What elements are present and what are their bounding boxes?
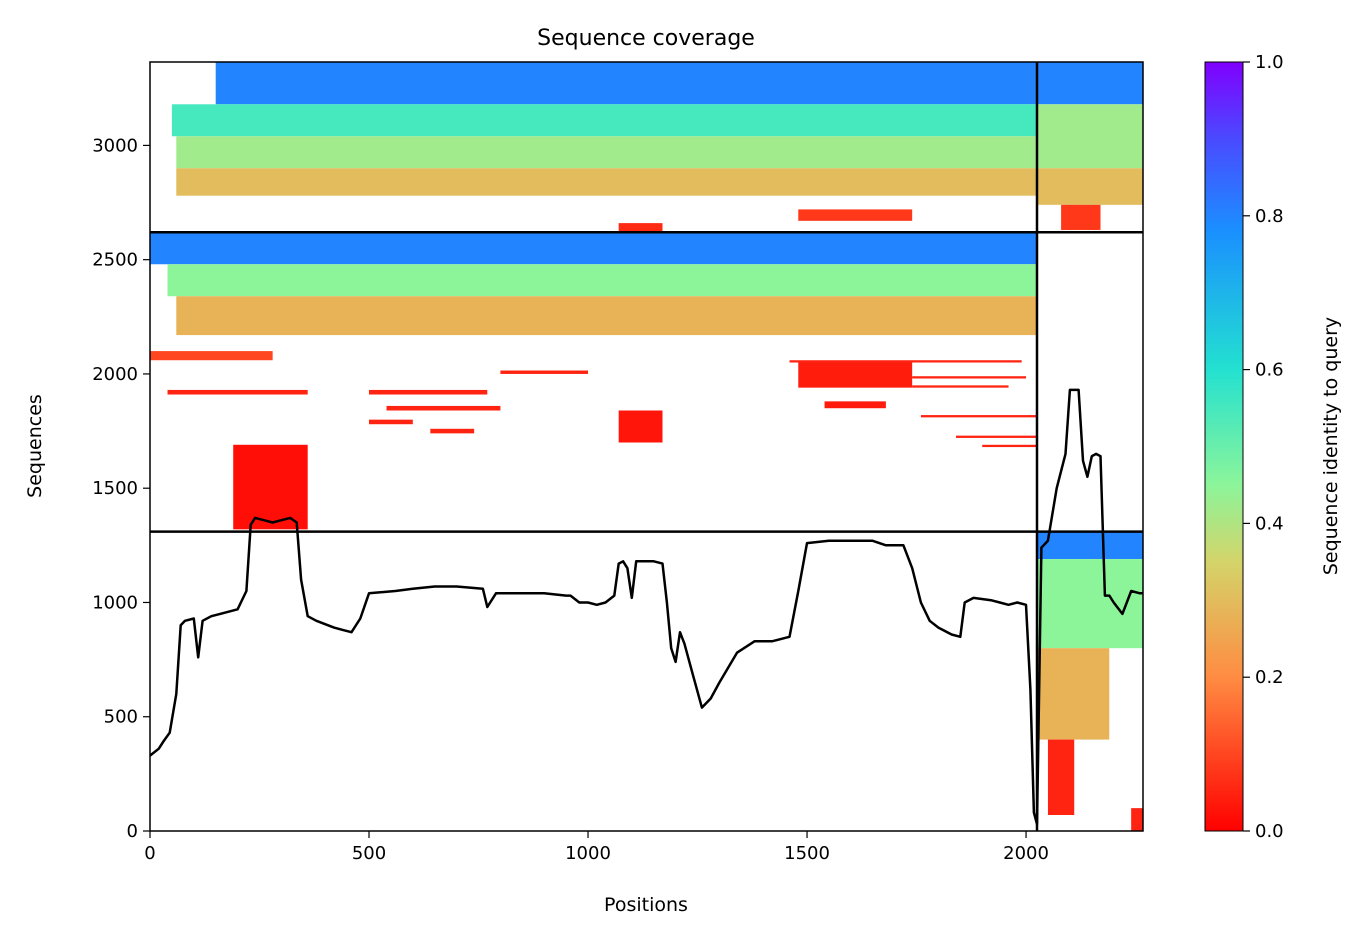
alignment-block [215, 62, 1037, 105]
colorbar-tick-label: 0.6 [1255, 360, 1284, 381]
colorbar-ticks: 0.0 0.2 0.4 0.6 0.8 1.0 [1243, 52, 1284, 842]
colorbar [1204, 61, 1244, 832]
alignment-block [618, 410, 663, 443]
sparse-hit [430, 428, 475, 434]
alignment-block [1036, 62, 1143, 105]
sparse-hit [982, 444, 1037, 448]
sparse-hit [369, 389, 488, 395]
alignment-block [618, 223, 663, 232]
x-tick-label: 0 [144, 843, 155, 864]
alignment-block [176, 136, 1037, 169]
alignment-block [176, 168, 1037, 196]
alignment-block [1061, 204, 1101, 230]
y-tick-label: 1000 [92, 592, 138, 613]
alignment-block [1036, 648, 1110, 740]
alignment-block [824, 401, 886, 409]
alignment-block [798, 209, 913, 221]
y-tick-label: 0 [127, 821, 138, 842]
sparse-hit [789, 360, 1022, 363]
chart-title: Sequence coverage [537, 26, 755, 51]
coverage-line [150, 388, 1143, 826]
sparse-hit [369, 419, 413, 425]
alignment-block [1047, 739, 1075, 816]
y-tick-label: 2000 [92, 364, 138, 385]
alignment-block [171, 104, 1037, 137]
alignment-block [167, 264, 1037, 297]
sparse-hit [500, 370, 589, 374]
sparse-hit [167, 389, 308, 395]
x-axis: 0 500 1000 1500 2000 [144, 831, 1049, 864]
sparse-hit [920, 415, 1037, 418]
y-axis-label: Sequences [24, 394, 46, 498]
y-tick-label: 3000 [92, 135, 138, 156]
plot-frame [149, 61, 1144, 832]
coverage-line-group [150, 388, 1143, 826]
y-tick-label: 1500 [92, 478, 138, 499]
y-tick-label: 2500 [92, 250, 138, 271]
alignment-block [150, 232, 1037, 265]
sparse-hit [955, 435, 1037, 438]
alignment-block [1036, 104, 1143, 169]
y-tick-label: 500 [104, 707, 138, 728]
colorbar-tick-label: 1.0 [1255, 52, 1284, 73]
alignment-block [1036, 168, 1143, 205]
alignment-block [1131, 808, 1143, 831]
x-tick-label: 1500 [784, 843, 830, 864]
alignment-block [1036, 531, 1143, 560]
alignment-block [233, 444, 308, 530]
x-axis-label: Positions [604, 894, 688, 916]
x-tick-label: 1000 [565, 843, 611, 864]
sparse-hit [912, 385, 1009, 388]
coverage-heatmap [150, 62, 1143, 831]
sparse-hit [386, 405, 501, 411]
colorbar-tick-label: 0.8 [1255, 206, 1284, 227]
colorbar-tick-label: 0.0 [1255, 821, 1284, 842]
colorbar-tick-label: 0.2 [1255, 667, 1284, 688]
sparse-hit [912, 376, 1027, 379]
y-axis: 0 500 1000 1500 2000 2500 3000 [92, 135, 150, 842]
x-tick-label: 500 [352, 843, 386, 864]
block-dividers [150, 62, 1143, 831]
alignment-block [176, 296, 1037, 336]
alignment-block [798, 362, 913, 388]
colorbar-label: Sequence identity to query [1320, 317, 1342, 575]
x-tick-label: 2000 [1003, 843, 1049, 864]
alignment-block [150, 351, 273, 361]
colorbar-tick-label: 0.4 [1255, 513, 1284, 534]
